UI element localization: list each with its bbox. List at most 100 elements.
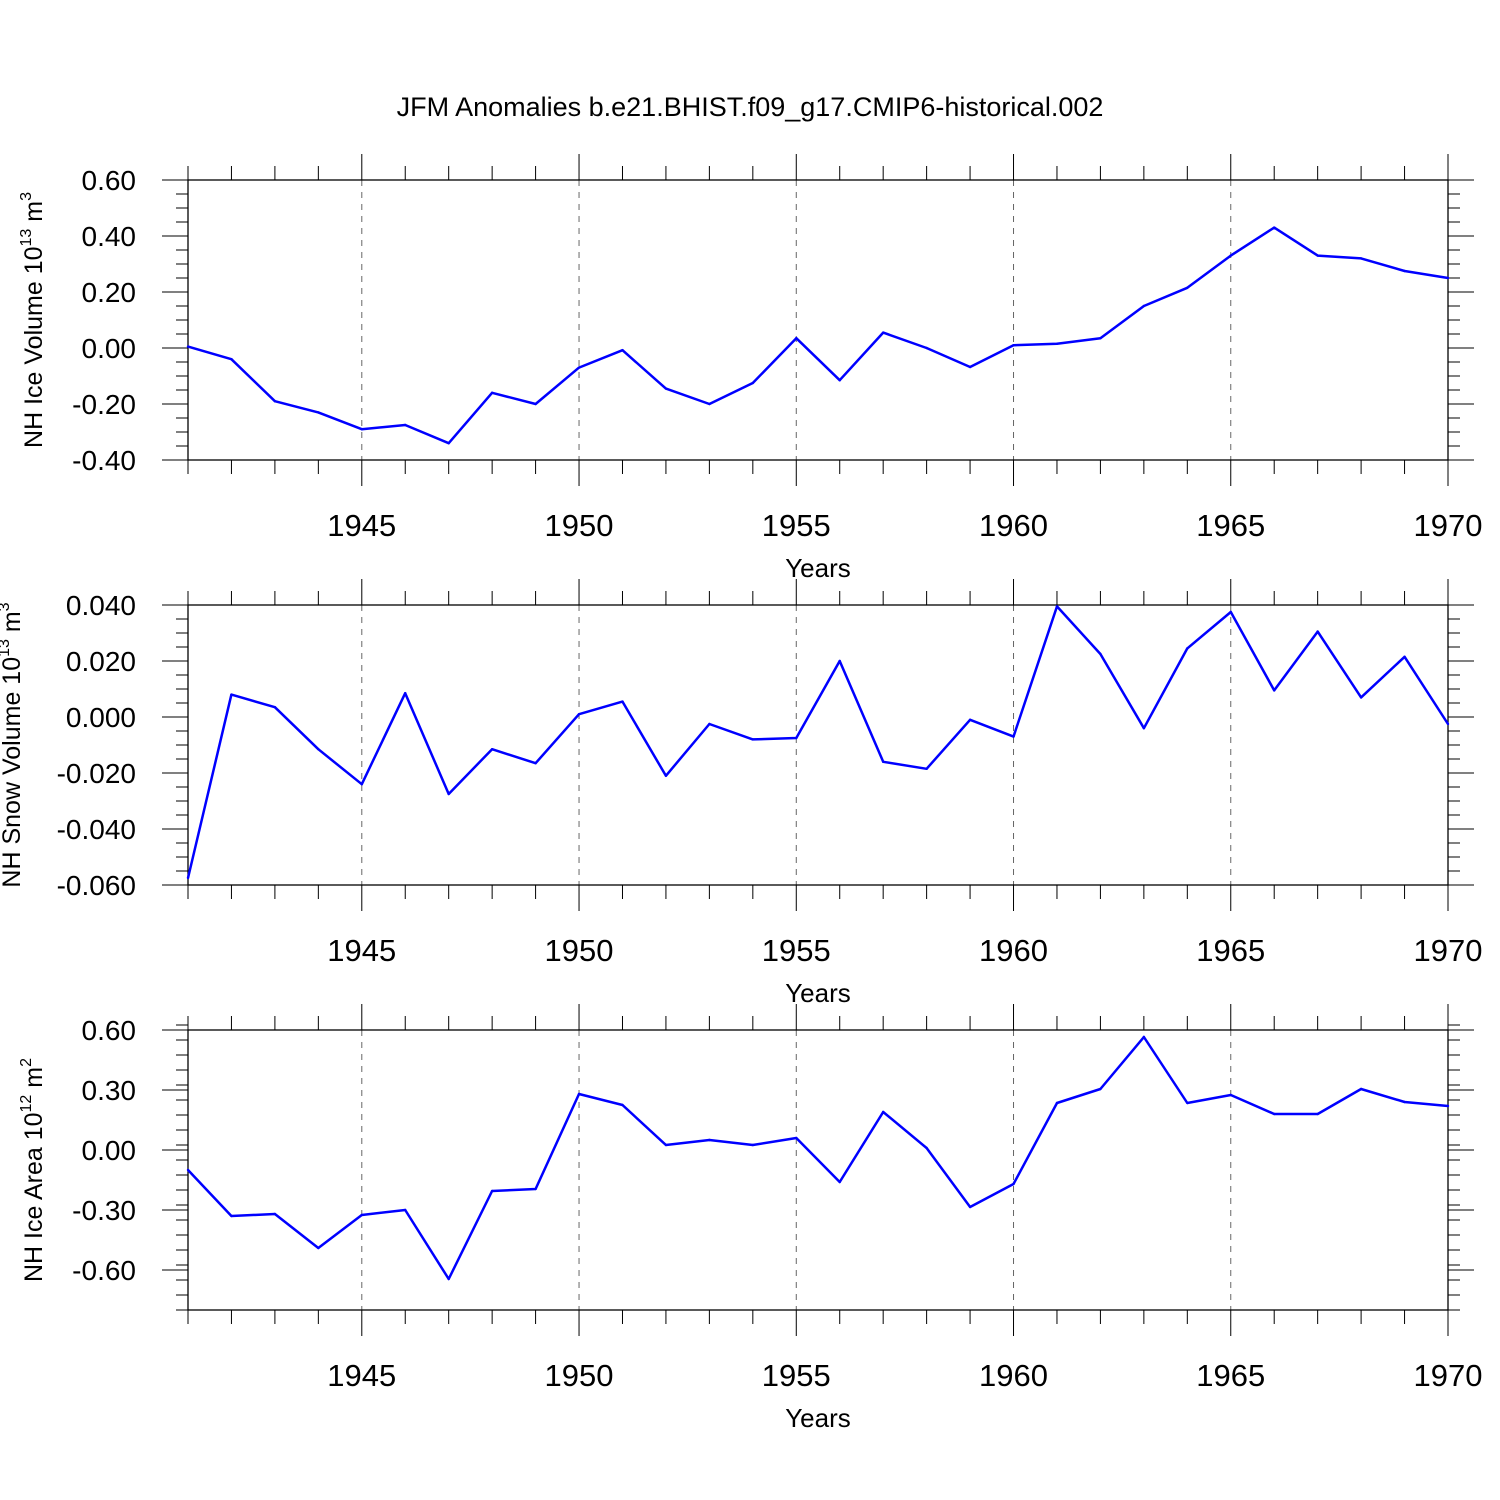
- ice-volume-xlabel: Years: [785, 553, 851, 583]
- ice-area-data-point: [1316, 1112, 1319, 1116]
- ice-area-data-point: [317, 1246, 320, 1250]
- ice-volume-data-point: [1142, 304, 1146, 308]
- ice-area-xtick-label: 1970: [1414, 1358, 1483, 1393]
- ice-area-data-point: [360, 1213, 363, 1217]
- ice-area-data-point: [230, 1214, 233, 1218]
- ice-area-xtick-label: 1945: [327, 1358, 396, 1393]
- ice-volume-data-point: [534, 402, 537, 406]
- ice-area-data-point: [1446, 1104, 1450, 1108]
- snow-volume-data-point: [838, 659, 841, 663]
- ice-area-data-point: [1273, 1112, 1276, 1116]
- ice-area-data-point: [708, 1138, 711, 1142]
- snow-volume-data-point: [1012, 735, 1015, 738]
- ice-area-data-point: [1012, 1182, 1015, 1186]
- snow-volume-data-point: [273, 706, 277, 709]
- snow-volume-data-point: [404, 692, 407, 695]
- snow-volume-xtick-label: 1945: [327, 933, 396, 968]
- snow-volume-data-point: [968, 718, 972, 721]
- snow-volume-data-point: [1316, 630, 1319, 633]
- snow-volume-data-point: [1055, 605, 1059, 608]
- snow-volume-data-point: [1403, 655, 1406, 658]
- ice-volume-data-point: [1229, 254, 1232, 257]
- ice-volume-data-point: [1359, 257, 1363, 260]
- snow-volume-plot-frame: [187, 604, 1449, 886]
- ice-volume-data-point: [1012, 344, 1015, 347]
- ice-volume-panel: -0.40 -0.20 0.00 0.20 0.40 0.60 1945 1950 1955 19…: [18, 154, 1482, 583]
- ice-volume-data-point: [186, 345, 190, 348]
- snow-volume-data-point: [447, 792, 450, 796]
- ice-volume-data-point: [317, 411, 320, 414]
- snow-volume-ytick-label: -0.060: [57, 870, 136, 901]
- chart-title: JFM Anomalies b.e21.BHIST.f09_g17.CMIP6-…: [397, 92, 1104, 122]
- ice-volume-data-point: [1316, 254, 1319, 257]
- ice-volume-ytick-label: 0.20: [82, 277, 137, 308]
- ice-volume-xtick-label: 1945: [327, 508, 396, 543]
- snow-volume-data-point: [1142, 727, 1146, 730]
- ice-area-ytick-label: -0.60: [72, 1255, 136, 1286]
- snow-volume-ytick-label: -0.020: [57, 758, 136, 789]
- ice-volume-ytick-label: 0.00: [82, 333, 137, 364]
- ice-area-data-point: [795, 1136, 798, 1140]
- ice-area-panel: -0.60 -0.30 0.00 0.30 0.60 1945 1950 1955 1960 19…: [18, 1004, 1482, 1433]
- ice-area-data-point: [186, 1168, 190, 1172]
- ice-volume-data-point: [708, 402, 711, 406]
- ice-volume-data-point: [925, 346, 928, 350]
- ice-area-data-point: [273, 1212, 277, 1216]
- snow-volume-data-point: [230, 693, 233, 696]
- ice-area-ytick-label: -0.30: [72, 1195, 136, 1226]
- ice-area-xtick-label: 1955: [762, 1358, 831, 1393]
- ice-volume-data-point: [621, 349, 624, 352]
- ice-area-data-point: [881, 1110, 885, 1114]
- ice-volume-data-point: [795, 337, 798, 340]
- ice-area-data-point: [1359, 1087, 1363, 1091]
- ice-volume-ytick-label: 0.40: [82, 221, 137, 252]
- snow-volume-xtick-label: 1960: [979, 933, 1048, 968]
- snow-volume-ytick-label: -0.040: [57, 814, 136, 845]
- ice-area-data-point: [490, 1189, 494, 1193]
- ice-area-ytick-label: 0.30: [82, 1075, 137, 1106]
- snow-volume-xtick-label: 1950: [545, 933, 614, 968]
- snow-volume-data-point: [490, 748, 494, 751]
- ice-volume-data-point: [1099, 337, 1102, 340]
- ice-volume-xtick-label: 1950: [545, 508, 614, 543]
- ice-volume-ytick-label: -0.40: [72, 445, 136, 476]
- ice-volume-data-point: [838, 379, 841, 382]
- ice-volume-data-point: [1055, 342, 1059, 345]
- snow-volume-data-point: [925, 767, 928, 770]
- ice-area-ytick-label: 0.00: [82, 1135, 137, 1166]
- ice-area-data-point: [751, 1143, 755, 1147]
- snow-volume-ytick-label: 0.020: [66, 646, 136, 677]
- snow-volume-ytick-label: 0.000: [66, 702, 136, 733]
- ice-volume-data-point: [230, 358, 233, 361]
- snow-volume-data-point: [360, 783, 363, 786]
- ice-volume-data-point: [1273, 226, 1276, 229]
- snow-volume-data-point: [1273, 689, 1276, 692]
- snow-volume-xtick-label: 1965: [1196, 933, 1265, 968]
- ice-area-data-point: [577, 1092, 581, 1096]
- ice-area-data-point: [621, 1103, 624, 1107]
- ice-volume-data-point: [577, 366, 581, 369]
- snow-volume-data-point: [577, 713, 581, 716]
- ice-area-series-line: [187, 1035, 1449, 1281]
- ice-area-xtick-label: 1950: [545, 1358, 614, 1393]
- ice-volume-data-point: [447, 442, 450, 445]
- ice-area-data-point: [925, 1146, 928, 1150]
- snow-volume-series-line: [186, 605, 1450, 879]
- ice-area-data-point: [1186, 1101, 1189, 1105]
- snow-volume-data-point: [795, 736, 798, 740]
- ice-area-ytick-label: 0.60: [82, 1015, 137, 1046]
- ice-volume-data-point: [1403, 269, 1406, 273]
- ice-area-xlabel: Years: [785, 1403, 851, 1433]
- ice-area-data-point: [447, 1277, 450, 1281]
- ice-area-data-point: [664, 1143, 668, 1147]
- ice-volume-data-point: [968, 365, 972, 369]
- ice-area-data-point: [534, 1187, 537, 1191]
- ice-volume-data-point: [360, 428, 363, 431]
- snow-volume-data-point: [664, 774, 668, 777]
- ice-area-data-point: [1055, 1101, 1059, 1105]
- ice-area-data-point: [1142, 1035, 1146, 1039]
- ice-area-data-point: [1229, 1093, 1232, 1097]
- ice-area-data-point: [1403, 1100, 1406, 1104]
- ice-area-xtick-label: 1965: [1196, 1358, 1265, 1393]
